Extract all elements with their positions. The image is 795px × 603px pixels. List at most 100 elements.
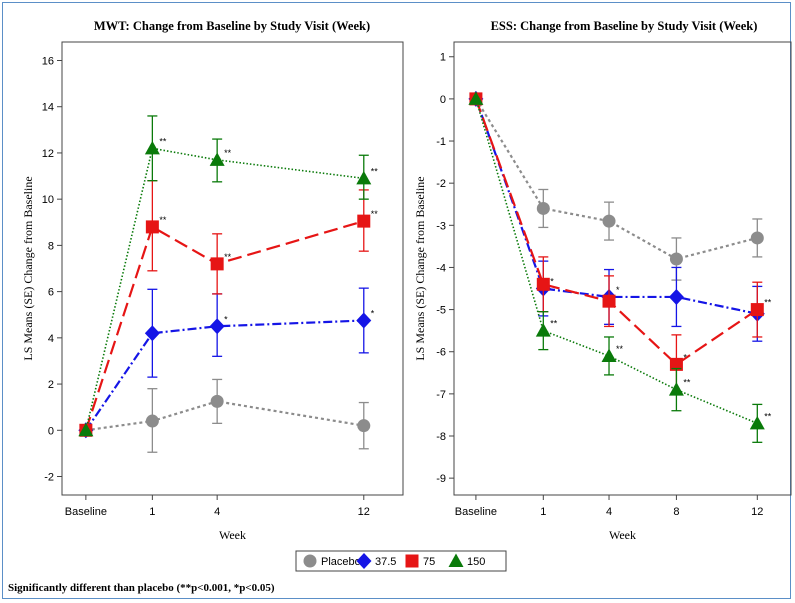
data-point (668, 288, 684, 305)
data-point (78, 422, 94, 437)
y-tick-label: -2 (436, 178, 446, 190)
significance-label: ** (371, 209, 379, 219)
x-tick-label: 1 (540, 506, 546, 518)
legend-label: 150 (467, 556, 485, 568)
data-point (668, 382, 684, 396)
y-tick-label: 6 (48, 287, 54, 299)
data-point (536, 277, 550, 291)
legend-label: 75 (423, 556, 435, 568)
y-axis-label: LS Means (SE) Change from Baseline (413, 176, 427, 360)
significance-label: ** (224, 252, 232, 262)
data-point (601, 348, 617, 362)
significance-label: ** (764, 411, 772, 421)
data-point (750, 231, 764, 245)
y-tick-label: -8 (436, 431, 446, 443)
mwt-panel: MWT: Change from Baseline by Study Visit… (21, 19, 404, 542)
x-tick-label: 12 (358, 506, 370, 518)
legend-marker (356, 553, 372, 569)
series-line (474, 98, 758, 261)
data-point (357, 214, 371, 228)
data-point (209, 318, 225, 335)
legend-label: 37.5 (375, 556, 396, 568)
data-point (210, 394, 224, 408)
significance-label: * (224, 314, 228, 324)
significance-label: ** (371, 166, 379, 176)
y-tick-label: -9 (436, 473, 446, 485)
significance-label: * (683, 352, 687, 362)
chart-title: ESS: Change from Baseline by Study Visit… (491, 19, 758, 33)
data-point (144, 140, 160, 155)
y-tick-label: 1 (440, 52, 446, 64)
x-tick-label: 8 (673, 506, 679, 518)
y-tick-label: 0 (440, 94, 446, 106)
x-tick-label: 12 (751, 506, 763, 518)
data-point (145, 220, 159, 234)
series-Placebo (79, 378, 371, 453)
series-Placebo (469, 92, 764, 281)
y-tick-label: -1 (436, 136, 446, 148)
data-point (750, 303, 764, 317)
y-tick-label: 0 (48, 425, 54, 437)
data-point (536, 201, 550, 215)
series-75: ****** (79, 180, 379, 437)
legend-marker (448, 553, 464, 567)
x-axis-label: Week (219, 528, 246, 542)
data-point (468, 91, 484, 105)
significance-label: ** (550, 319, 558, 329)
series-37-5: ** (78, 287, 375, 439)
legend-marker (303, 554, 317, 568)
series-line (474, 98, 758, 366)
x-tick-label: 4 (606, 506, 612, 518)
plot-area (61, 41, 404, 496)
data-point (209, 152, 225, 166)
x-axis-label: Week (609, 528, 636, 542)
y-tick-label: -3 (436, 220, 446, 232)
significance-label: ** (616, 344, 624, 354)
significance-label: ** (159, 215, 167, 225)
significance-label: ** (224, 148, 232, 158)
series-37-5: ** (468, 90, 765, 342)
data-point (144, 325, 160, 342)
y-tick-label: 10 (42, 194, 54, 206)
data-point (145, 414, 159, 428)
legend-marker (405, 554, 419, 568)
significance-label: ** (159, 136, 167, 146)
data-point (357, 419, 371, 433)
y-axis-label: LS Means (SE) Change from Baseline (21, 176, 35, 360)
data-point (669, 252, 683, 266)
series-line (85, 400, 364, 432)
y-tick-label: 2 (48, 379, 54, 391)
data-point (602, 294, 616, 308)
y-tick-label: -2 (44, 472, 54, 484)
y-tick-label: -4 (436, 262, 446, 274)
data-point (356, 170, 372, 185)
y-tick-label: -7 (436, 389, 446, 401)
ess-panel: ESS: Change from Baseline by Study Visit… (413, 19, 792, 542)
x-tick-label: 1 (149, 506, 155, 518)
x-tick-label: 4 (214, 506, 220, 518)
data-point (749, 415, 765, 430)
x-tick-label: Baseline (65, 506, 107, 518)
chart-title: MWT: Change from Baseline by Study Visit… (94, 19, 370, 33)
plot-area (453, 41, 792, 496)
series-150: ******** (468, 91, 772, 443)
data-point (602, 214, 616, 228)
series-line (84, 220, 365, 431)
data-point (669, 357, 683, 371)
y-tick-label: 12 (42, 148, 54, 160)
significance-label: ** (683, 378, 691, 388)
series-line (474, 98, 758, 315)
significance-label: * (550, 277, 554, 287)
legend: Placebo 37.5 75 150 (295, 550, 507, 572)
significance-label: ** (764, 298, 772, 308)
x-tick-label: Baseline (455, 506, 497, 518)
data-point (356, 312, 372, 329)
series-line (475, 98, 758, 425)
y-tick-label: -6 (436, 347, 446, 359)
series-150: ****** (78, 115, 379, 437)
significance-label: * (371, 309, 375, 319)
y-tick-label: 16 (42, 55, 54, 67)
y-tick-label: 14 (42, 102, 54, 114)
legend-label: Placebo (321, 556, 361, 568)
